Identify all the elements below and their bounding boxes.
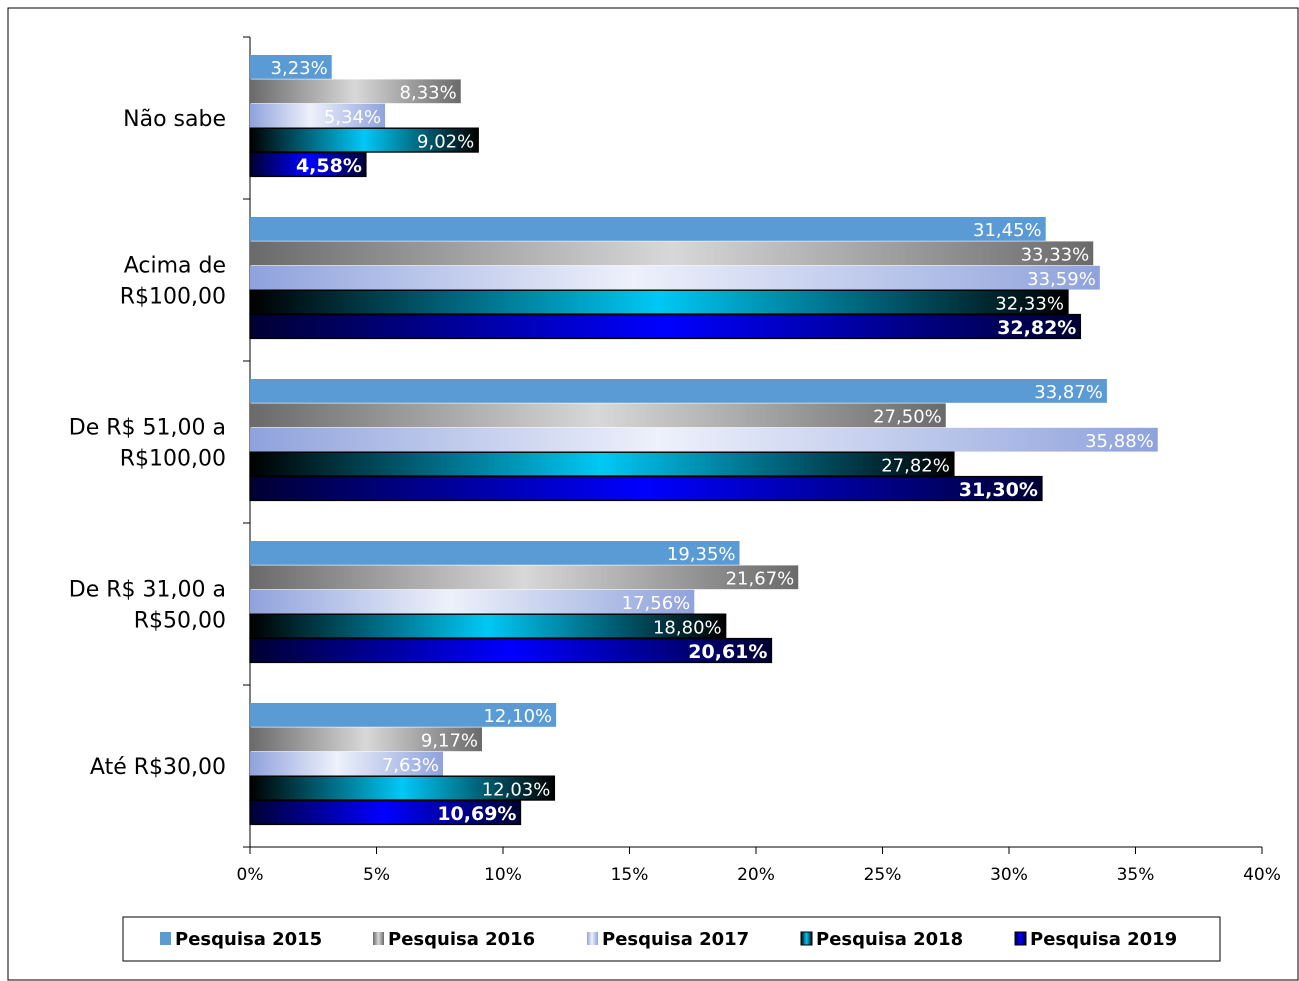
legend-label: Pesquisa 2018 — [816, 929, 963, 950]
legend-swatch — [587, 932, 598, 945]
y-category-label: Até R$30,00 — [90, 755, 226, 780]
bar-pesquisa-2019 — [249, 313, 1082, 340]
data-label: 27,82% — [881, 455, 950, 476]
bar-pesquisa-2015 — [250, 217, 1046, 241]
legend-swatch — [373, 932, 384, 945]
bar-pesquisa-2015 — [250, 55, 332, 79]
bar-pesquisa-2018 — [249, 289, 1069, 315]
data-label: 12,03% — [482, 779, 551, 800]
x-tick-label: 20% — [737, 865, 775, 885]
bar-pesquisa-2018 — [249, 451, 955, 477]
data-label: 9,02% — [417, 131, 474, 152]
data-label: 17,56% — [622, 593, 691, 614]
data-label: 4,58% — [296, 155, 362, 177]
bar-pesquisa-2015 — [250, 703, 557, 727]
data-label: 19,35% — [667, 544, 736, 565]
data-label: 33,33% — [1021, 245, 1090, 266]
bar-pesquisa-2016 — [250, 565, 799, 590]
data-label: 31,45% — [973, 220, 1042, 241]
data-label: 33,87% — [1034, 382, 1103, 403]
y-category-label: Acima de R$100,00 — [120, 254, 226, 310]
x-tick-label: 40% — [1243, 865, 1281, 885]
bar-pesquisa-2019 — [249, 475, 1043, 502]
x-tick-label: 25% — [864, 865, 902, 885]
legend-label: Pesquisa 2017 — [602, 929, 749, 950]
data-label: 9,17% — [421, 731, 478, 752]
data-label: 20,61% — [688, 641, 767, 663]
y-category-label: De R$ 31,00 a R$50,00 — [69, 578, 226, 634]
y-category-label: De R$ 51,00 a R$100,00 — [69, 416, 226, 472]
legend-swatch — [1014, 931, 1027, 946]
legend-label: Pesquisa 2016 — [388, 929, 535, 950]
x-tick-label: 0% — [237, 865, 264, 885]
x-tick-label: 10% — [484, 865, 522, 885]
bar-pesquisa-2017 — [250, 751, 444, 776]
x-tick-label: 30% — [990, 865, 1028, 885]
bar-pesquisa-2015 — [250, 541, 740, 565]
data-label: 35,88% — [1085, 431, 1154, 452]
data-label: 27,50% — [873, 407, 942, 428]
bar-pesquisa-2017 — [250, 265, 1100, 290]
data-label: 10,69% — [437, 803, 516, 825]
bar-pesquisa-2016 — [250, 727, 483, 752]
legend-swatch — [160, 932, 171, 945]
bar-pesquisa-2017 — [250, 589, 695, 614]
bar-pesquisa-2017 — [250, 427, 1158, 452]
bar-pesquisa-2019 — [249, 637, 773, 664]
legend-box — [122, 916, 1221, 962]
data-label: 8,33% — [400, 83, 457, 104]
bar-pesquisa-2016 — [250, 79, 461, 104]
data-label: 33,59% — [1027, 269, 1096, 290]
bar-pesquisa-2016 — [250, 241, 1094, 266]
bar-pesquisa-2019 — [249, 151, 367, 178]
data-label: 12,10% — [483, 706, 552, 727]
legend-swatch — [800, 931, 813, 946]
bar-pesquisa-2016 — [250, 403, 946, 428]
data-label: 31,30% — [959, 479, 1038, 501]
data-label: 21,67% — [726, 569, 795, 590]
bar-pesquisa-2015 — [250, 379, 1107, 403]
data-label: 32,82% — [997, 317, 1076, 339]
data-label: 32,33% — [995, 293, 1064, 314]
y-category-label: Não sabe — [123, 107, 226, 132]
legend-label: Pesquisa 2019 — [1030, 929, 1177, 950]
x-tick-label: 35% — [1117, 865, 1155, 885]
legend-label: Pesquisa 2015 — [175, 929, 322, 950]
x-tick-label: 5% — [363, 865, 390, 885]
x-tick-label: 15% — [611, 865, 649, 885]
data-label: 5,34% — [324, 107, 381, 128]
data-label: 18,80% — [653, 617, 722, 638]
bar-pesquisa-2019 — [249, 799, 522, 826]
data-label: 7,63% — [382, 755, 439, 776]
data-label: 3,23% — [271, 58, 328, 79]
bar-pesquisa-2017 — [250, 103, 386, 128]
